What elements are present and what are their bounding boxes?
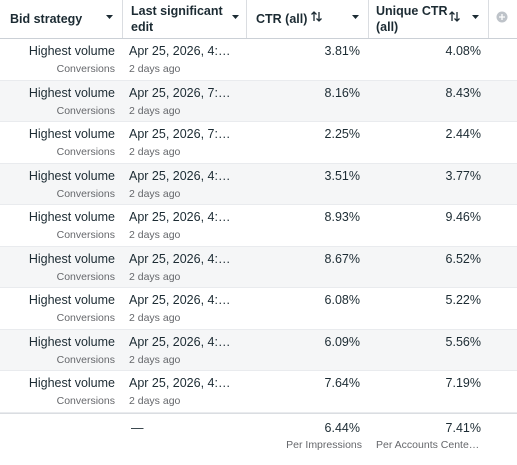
- ctr: 6.08%: [324, 293, 360, 307]
- unique-ctr: 2.44%: [445, 127, 481, 141]
- bid-strategy: Highest volume: [28, 210, 115, 224]
- edit-ago: 2 days ago: [129, 104, 181, 117]
- ctr: 2.25%: [324, 127, 360, 141]
- ctr: 8.93%: [324, 210, 360, 224]
- table-row: Highest volume Conversions Apr 25, 2026, 4…: [0, 39, 517, 81]
- bid-sub: Conversions: [56, 229, 115, 241]
- edit-date: Apr 25, 2026, 4:…: [129, 44, 231, 58]
- table-row: Highest volume Conversions Apr 25, 2026, 4…: [0, 288, 517, 330]
- divider: [368, 0, 369, 38]
- ctr: 3.51%: [324, 168, 360, 183]
- edit-ago: 2 days ago: [129, 187, 181, 200]
- bid-strategy: Highest volume: [28, 44, 115, 58]
- unique-ctr: 5.56%: [445, 334, 481, 349]
- bid-sub: Conversions: [56, 312, 115, 324]
- bid-sub: Conversions: [56, 146, 115, 158]
- footer-bid: —: [131, 420, 144, 435]
- edit-date: Apr 25, 2026, 4:…: [129, 376, 231, 390]
- dropdown[interactable]: [106, 15, 113, 19]
- header-border: [0, 38, 517, 39]
- dropdown[interactable]: [472, 15, 479, 19]
- edit-ago: 2 days ago: [129, 270, 181, 283]
- divider: [122, 0, 123, 38]
- footer-row: — 6.44% Per Impressions 7.41% Per Accounts C…: [0, 412, 517, 465]
- bid-strategy: Highest volume: [28, 293, 115, 307]
- header[interactable]: CTR (all): [256, 12, 308, 26]
- divider: [488, 0, 489, 38]
- edit-date: Apr 25, 2026, 7:…: [129, 127, 231, 141]
- table-row: Highest volume Conversions Apr 25, 2026, 7…: [0, 122, 517, 164]
- ctr: 8.67%: [324, 251, 360, 266]
- bid-strategy: Highest volume: [28, 168, 115, 183]
- sort-icon[interactable]: [311, 11, 460, 22]
- edit-date: Apr 25, 2026, 4:…: [129, 334, 231, 349]
- footer-ctr-note: Per Impressions: [286, 438, 362, 451]
- edit-ago: 2 days ago: [129, 146, 181, 158]
- edit-ago: 2 days ago: [129, 229, 181, 241]
- bid-sub: Conversions: [56, 63, 115, 75]
- ctr: 3.81%: [324, 44, 360, 58]
- unique-ctr: 8.43%: [445, 85, 481, 100]
- footer-unique-ctr: 7.41%: [445, 420, 481, 435]
- edit-date: Apr 25, 2026, 4:…: [129, 251, 231, 266]
- dropdown[interactable]: [232, 15, 239, 19]
- ctr: 6.09%: [324, 334, 360, 349]
- bid-sub: Conversions: [56, 395, 115, 407]
- edit-date: Apr 25, 2026, 7:…: [129, 85, 231, 100]
- footer-unique-note: Per Accounts Cente…: [376, 438, 480, 451]
- bid-strategy: Highest volume: [28, 376, 115, 390]
- edit-ago: 2 days ago: [129, 63, 181, 75]
- header-icons: [106, 11, 508, 23]
- table-row: Highest volume Conversions Apr 25, 2026, 4…: [0, 246, 517, 288]
- footer-ctr: 6.44%: [324, 420, 360, 435]
- header[interactable]: Last significant edit: [131, 4, 223, 34]
- edit-date: Apr 25, 2026, 4:…: [129, 293, 231, 307]
- ctr: 8.16%: [324, 85, 360, 100]
- table-row: Highest volume Conversions Apr 25, 2026, 4…: [0, 371, 517, 413]
- edit-date: Apr 25, 2026, 4:…: [129, 210, 231, 224]
- unique-ctr: 7.19%: [445, 376, 481, 390]
- bid-strategy: Highest volume: [28, 127, 115, 141]
- bid-sub: Conversions: [56, 104, 115, 117]
- table-row: Highest volume Conversions Apr 25, 2026, 7…: [0, 80, 517, 122]
- edit-ago: 2 days ago: [129, 395, 181, 407]
- divider: [246, 0, 247, 38]
- table-row: Highest volume Conversions Apr 25, 2026, 4…: [0, 205, 517, 247]
- bid-sub: Conversions: [56, 187, 115, 200]
- bid-strategy: Highest volume: [28, 334, 115, 349]
- bid-sub: Conversions: [56, 270, 115, 283]
- table-row: Highest volume Conversions Apr 25, 2026, 4…: [0, 163, 517, 205]
- unique-ctr: 5.22%: [445, 293, 481, 307]
- edit-date: Apr 25, 2026, 4:…: [129, 168, 231, 183]
- unique-ctr: 6.52%: [445, 251, 481, 266]
- unique-ctr: 4.08%: [445, 44, 481, 58]
- ctr: 7.64%: [324, 376, 360, 390]
- unique-ctr: 9.46%: [445, 210, 481, 224]
- header[interactable]: Bid strategy: [10, 12, 83, 26]
- bid-strategy: Highest volume: [28, 85, 115, 100]
- table-row: Highest volume Conversions Apr 25, 2026, 4…: [0, 329, 517, 371]
- unique-ctr: 3.77%: [445, 168, 481, 183]
- edit-ago: 2 days ago: [129, 312, 181, 324]
- dropdown[interactable]: [352, 15, 359, 19]
- edit-ago: 2 days ago: [129, 353, 181, 366]
- bid-strategy: Highest volume: [28, 251, 115, 266]
- bid-sub: Conversions: [56, 353, 115, 366]
- header[interactable]: Unique CTR (all): [376, 4, 448, 34]
